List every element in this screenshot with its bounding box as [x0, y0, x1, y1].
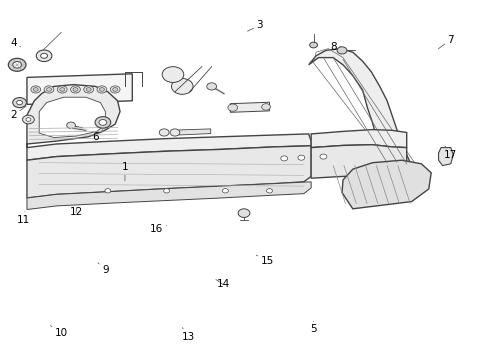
- Polygon shape: [27, 134, 311, 160]
- Circle shape: [8, 58, 26, 71]
- Circle shape: [17, 100, 23, 105]
- Polygon shape: [342, 160, 431, 209]
- Circle shape: [99, 88, 104, 91]
- Circle shape: [267, 189, 272, 193]
- Circle shape: [13, 62, 22, 68]
- Circle shape: [228, 104, 238, 111]
- Text: 16: 16: [150, 224, 167, 234]
- Circle shape: [222, 189, 228, 193]
- Circle shape: [281, 156, 288, 161]
- Text: 14: 14: [216, 279, 230, 289]
- Circle shape: [298, 155, 305, 160]
- Circle shape: [67, 122, 75, 129]
- Polygon shape: [311, 130, 407, 148]
- Text: 12: 12: [69, 207, 83, 217]
- Polygon shape: [27, 85, 120, 148]
- Text: 9: 9: [98, 263, 109, 275]
- Circle shape: [31, 86, 41, 93]
- Circle shape: [262, 104, 270, 110]
- Circle shape: [170, 129, 180, 136]
- Polygon shape: [27, 182, 311, 210]
- Circle shape: [172, 78, 193, 94]
- Circle shape: [162, 67, 184, 82]
- Text: 11: 11: [17, 212, 30, 225]
- Circle shape: [73, 88, 78, 91]
- Circle shape: [33, 88, 38, 91]
- Circle shape: [84, 86, 94, 93]
- Circle shape: [105, 189, 111, 193]
- Polygon shape: [439, 148, 453, 166]
- Circle shape: [238, 209, 250, 217]
- Text: 3: 3: [247, 20, 263, 31]
- Circle shape: [99, 120, 107, 125]
- Circle shape: [164, 189, 170, 193]
- Polygon shape: [27, 74, 132, 104]
- Circle shape: [13, 98, 26, 108]
- Circle shape: [41, 53, 48, 58]
- Circle shape: [57, 86, 67, 93]
- Circle shape: [320, 154, 327, 159]
- Text: 8: 8: [330, 42, 340, 52]
- Text: 7: 7: [439, 35, 454, 49]
- Circle shape: [207, 83, 217, 90]
- Circle shape: [60, 88, 65, 91]
- Circle shape: [337, 47, 347, 54]
- Text: 10: 10: [50, 325, 68, 338]
- Circle shape: [86, 88, 91, 91]
- Polygon shape: [27, 146, 311, 198]
- Circle shape: [110, 86, 120, 93]
- Polygon shape: [179, 129, 211, 135]
- Text: 15: 15: [256, 255, 274, 266]
- Circle shape: [47, 88, 51, 91]
- Circle shape: [95, 117, 111, 128]
- Text: 5: 5: [310, 321, 317, 334]
- Polygon shape: [39, 97, 105, 138]
- Text: 4: 4: [10, 38, 21, 48]
- Circle shape: [159, 129, 169, 136]
- Text: 17: 17: [444, 146, 458, 160]
- Circle shape: [97, 86, 107, 93]
- Circle shape: [23, 115, 34, 124]
- Circle shape: [26, 118, 31, 121]
- Polygon shape: [311, 145, 407, 178]
- Polygon shape: [230, 102, 270, 112]
- Text: 1: 1: [122, 162, 128, 181]
- Circle shape: [36, 50, 52, 62]
- Circle shape: [113, 88, 118, 91]
- Text: 2: 2: [10, 106, 26, 120]
- Circle shape: [71, 86, 80, 93]
- Text: 6: 6: [92, 130, 103, 142]
- Circle shape: [44, 86, 54, 93]
- Polygon shape: [309, 49, 412, 184]
- Circle shape: [310, 42, 318, 48]
- Text: 13: 13: [182, 328, 196, 342]
